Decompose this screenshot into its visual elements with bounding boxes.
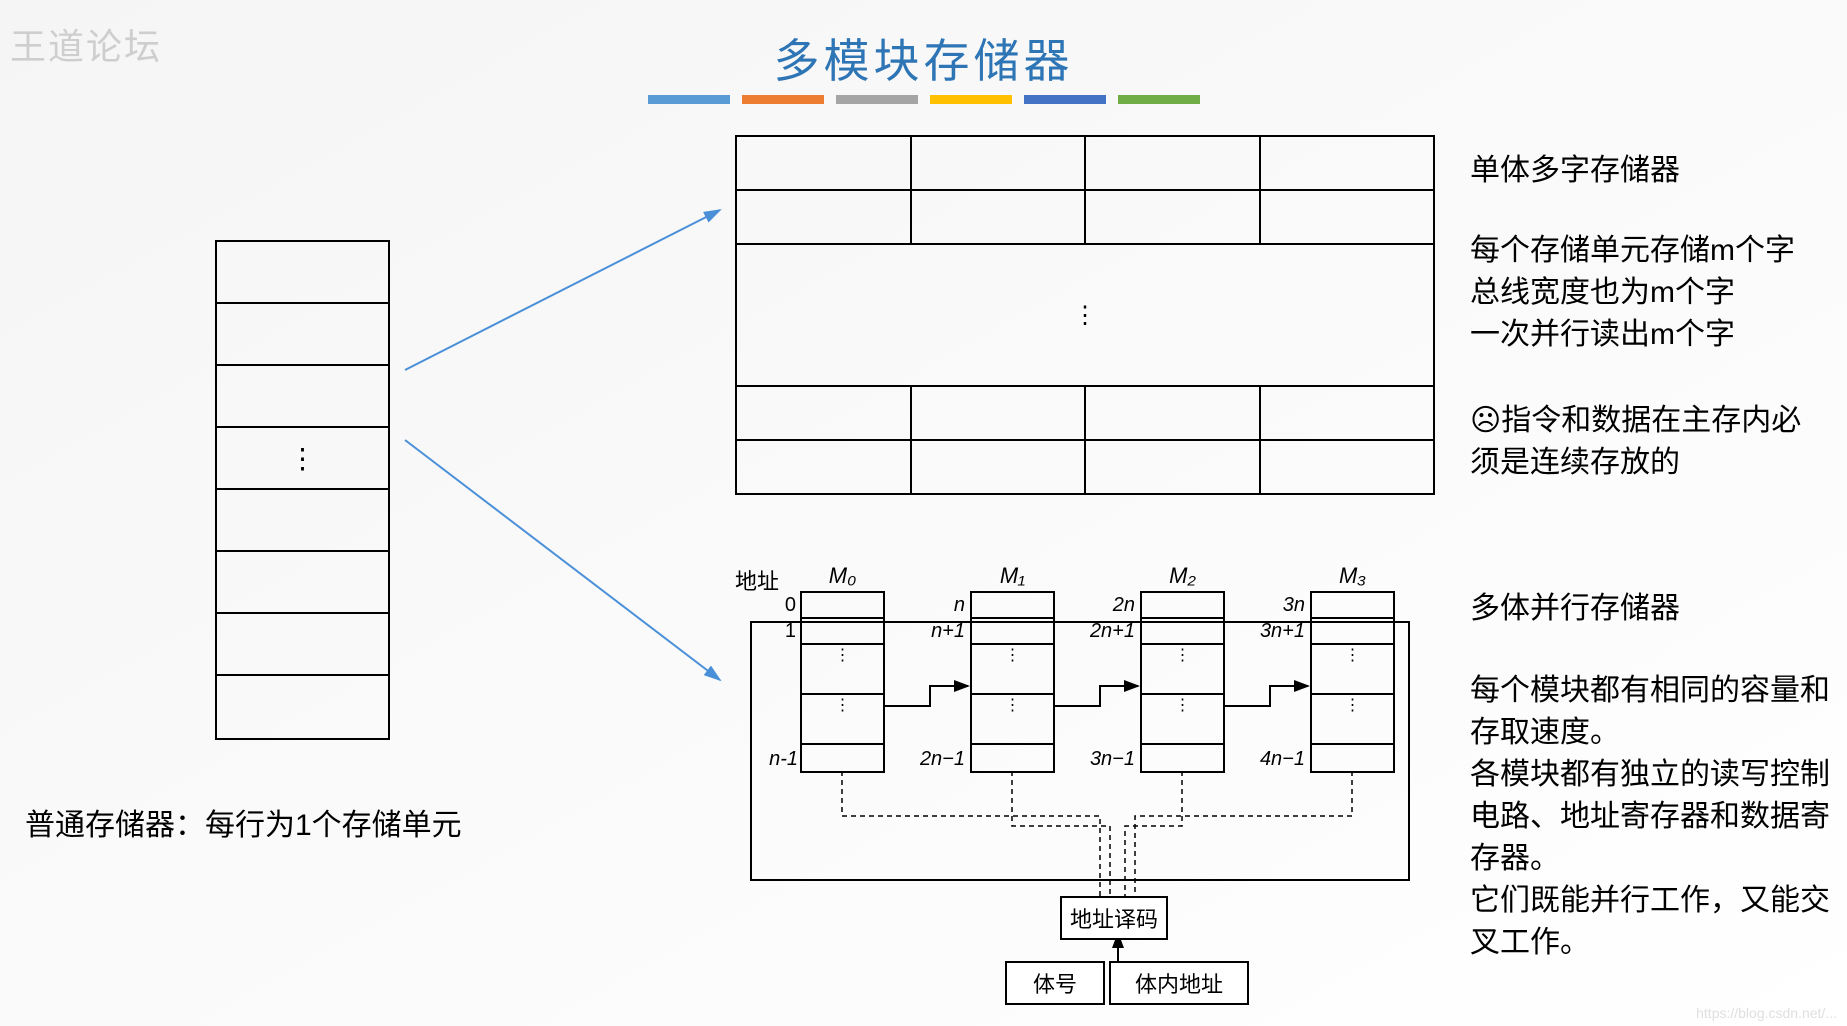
addr-label: 地址 [735,564,779,596]
body-number-box: 体号 [1005,961,1105,1005]
addr-3n1: 3n−1 [1080,748,1135,771]
color-bar [930,95,1012,104]
mem-row [217,304,388,366]
mem-row [217,242,388,304]
desc-line: 总线宽度也为m个字 [1470,272,1830,314]
multiword-desc: 每个存储单元存储m个字 总线宽度也为m个字 一次并行读出m个字 [1470,230,1830,356]
memory-bank-1: M₁ ⋮ ⋮ [970,591,1055,773]
memory-bank-0: M₀ ⋮ ⋮ [800,591,885,773]
addr-1: 1 [760,620,796,643]
desc-line: 各模块都有独立的读写控制电路、地址寄存器和数据寄存器。 [1470,754,1830,880]
color-bar [836,95,918,104]
page-title: 多模块存储器 [774,25,1074,91]
simple-memory-diagram: ⋮ [215,240,390,740]
addr-3n: 3n [1260,594,1305,617]
multiword-memory-diagram: ⋮ [735,135,1435,495]
memory-bank-2: M₂ ⋮ ⋮ [1140,591,1225,773]
addr-3n1b: 3n+1 [1250,620,1305,643]
multiword-note: ☹指令和数据在主存内必须是连续存放的 [1470,400,1830,484]
color-bar [742,95,824,104]
mem-row-dots: ⋮ [217,428,388,490]
multibank-title: 多体并行存储器 [1470,588,1680,630]
multibank-diagram: 地址 M₀ ⋮ ⋮ 0 1 n-1 M₁ ⋮ ⋮ n n+1 2n−1 M₂ ⋮… [730,566,1420,996]
multibank-desc: 每个模块都有相同的容量和存取速度。 各模块都有独立的读写控制电路、地址寄存器和数… [1470,670,1830,964]
mem-row [217,552,388,614]
watermark-text: 王道论坛 [10,18,162,70]
arrow-down [400,430,730,690]
bank-header: M₂ [1140,563,1225,589]
mem-row [217,676,388,738]
mem-row [217,366,388,428]
color-bar [648,95,730,104]
color-bar [1024,95,1106,104]
bank-header: M₁ [970,563,1055,589]
arrow-up [400,200,730,380]
desc-line: 它们既能并行工作，又能交叉工作。 [1470,880,1830,964]
bank-header: M₃ [1310,563,1395,589]
color-bar-row [648,95,1200,104]
addr-2n1: 2n−1 [910,748,965,771]
mem-row [217,614,388,676]
sad-icon: ☹ [1470,404,1501,437]
desc-line: 一次并行读出m个字 [1470,314,1830,356]
addr-n: n [925,594,965,617]
addr-4n1: 4n−1 [1250,748,1305,771]
simple-memory-caption: 普通存储器：每行为1个存储单元 [25,800,462,844]
memory-bank-3: M₃ ⋮ ⋮ [1310,591,1395,773]
addr-n1: n+1 [915,620,965,643]
body-address-box: 体内地址 [1109,961,1249,1005]
addr-2n: 2n [1090,594,1135,617]
mem-row [217,490,388,552]
color-bar [1118,95,1200,104]
footer-watermark: https://blog.csdn.net/... [1696,1005,1837,1021]
bank-header: M₀ [800,563,885,589]
desc-line: 每个存储单元存储m个字 [1470,230,1830,272]
address-decoder-box: 地址译码 [1060,896,1168,940]
desc-line: 每个模块都有相同的容量和存取速度。 [1470,670,1830,754]
addr-last: n-1 [748,748,798,771]
addr-2n1b: 2n+1 [1080,620,1135,643]
addr-0: 0 [760,594,796,617]
multiword-title: 单体多字存储器 [1470,150,1680,192]
